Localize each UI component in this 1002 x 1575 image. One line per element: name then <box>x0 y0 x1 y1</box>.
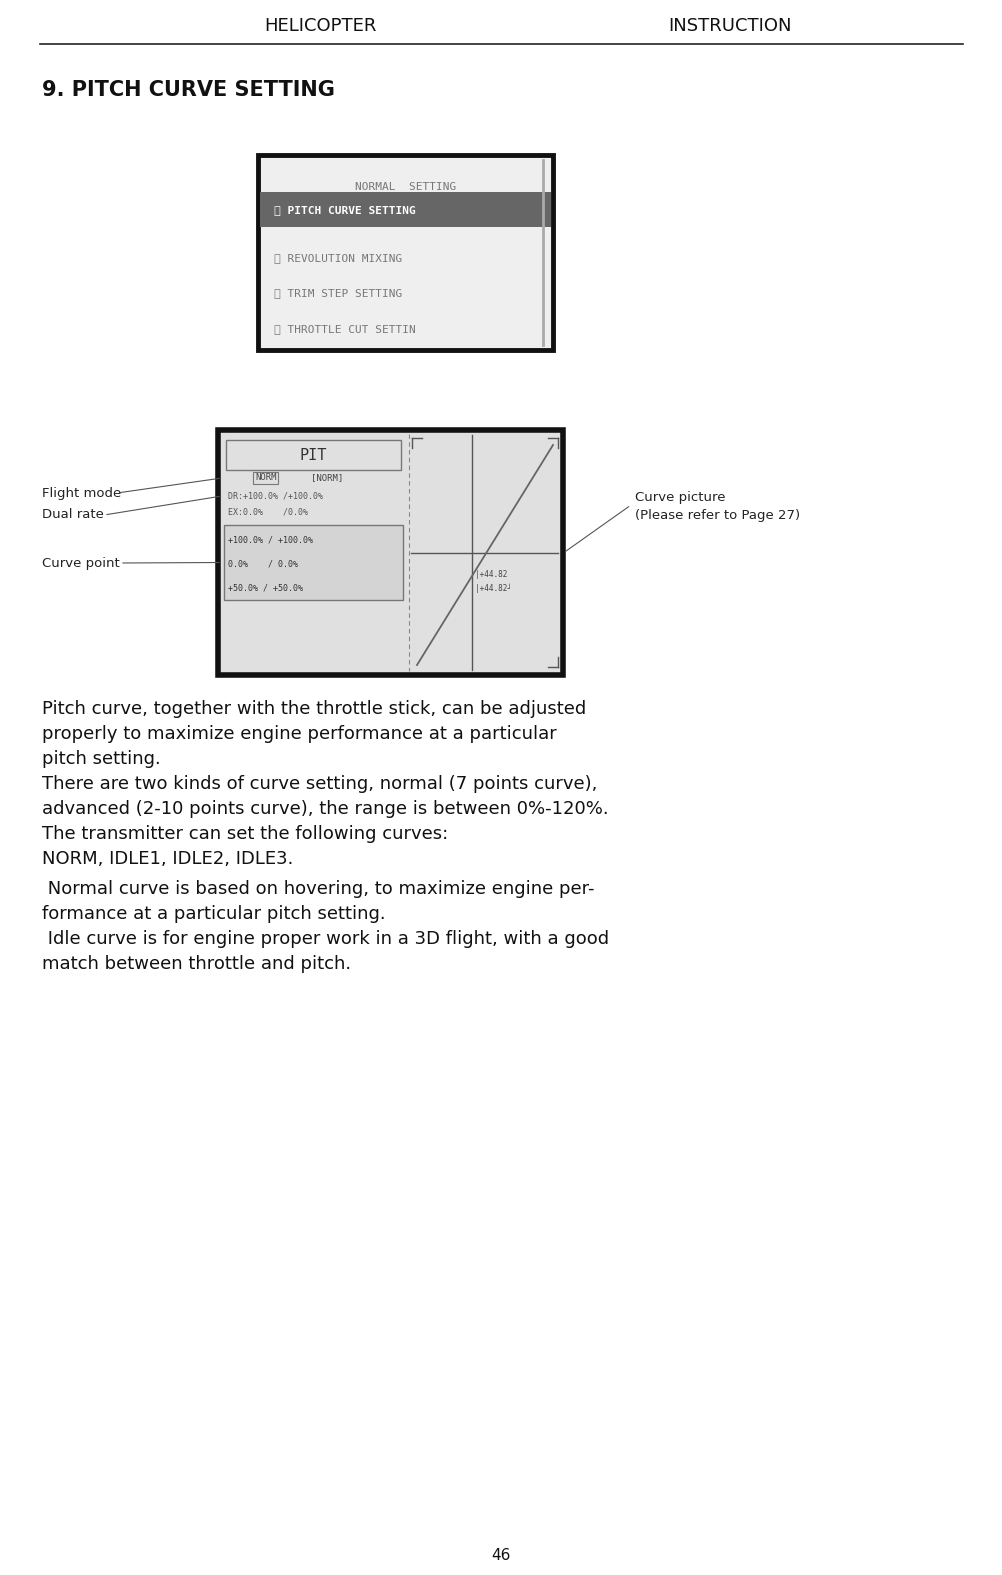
Text: PIT: PIT <box>300 447 327 463</box>
Bar <box>258 154 552 350</box>
Text: Curve picture: Curve picture <box>634 490 724 504</box>
Text: +100.0% / +100.0%: +100.0% / +100.0% <box>227 536 313 545</box>
Text: [NORM]: [NORM] <box>311 474 343 482</box>
Text: (Please refer to Page 27): (Please refer to Page 27) <box>634 509 800 521</box>
Text: ⑪ TRIM STEP SETTING: ⑪ TRIM STEP SETTING <box>274 288 402 298</box>
Bar <box>223 524 403 600</box>
Text: HELICOPTER: HELICOPTER <box>264 17 376 35</box>
Bar <box>217 430 562 676</box>
Text: Normal curve is based on hovering, to maximize engine per-
formance at a particu: Normal curve is based on hovering, to ma… <box>42 880 608 973</box>
Text: Dual rate: Dual rate <box>42 509 104 521</box>
Bar <box>225 439 401 469</box>
Text: DR:+100.0% /+100.0%: DR:+100.0% /+100.0% <box>227 491 323 501</box>
Text: 0.0%    / 0.0%: 0.0% / 0.0% <box>227 559 298 569</box>
Text: INSTRUCTION: INSTRUCTION <box>667 17 791 35</box>
Text: ⑩ REVOLUTION MIXING: ⑩ REVOLUTION MIXING <box>274 254 402 263</box>
Text: ⑫ THROTTLE CUT SETTIN: ⑫ THROTTLE CUT SETTIN <box>274 324 416 334</box>
Text: 9. PITCH CURVE SETTING: 9. PITCH CURVE SETTING <box>42 80 335 99</box>
Text: ① PITCH CURVE SETTING: ① PITCH CURVE SETTING <box>274 205 416 214</box>
Bar <box>260 192 550 227</box>
Text: Pitch curve, together with the throttle stick, can be adjusted
properly to maxim: Pitch curve, together with the throttle … <box>42 699 608 868</box>
Text: 46: 46 <box>491 1548 510 1562</box>
Text: EX:0.0%    /0.0%: EX:0.0% /0.0% <box>227 507 308 517</box>
Text: Curve point: Curve point <box>42 556 119 570</box>
Text: NORM: NORM <box>255 474 277 482</box>
Text: NORMAL  SETTING: NORMAL SETTING <box>355 181 456 192</box>
Text: |+44.82: |+44.82 <box>474 570 506 580</box>
Text: +50.0% / +50.0%: +50.0% / +50.0% <box>227 583 303 592</box>
Text: Flight mode: Flight mode <box>42 487 121 499</box>
Text: |+44.82┘: |+44.82┘ <box>474 584 511 594</box>
